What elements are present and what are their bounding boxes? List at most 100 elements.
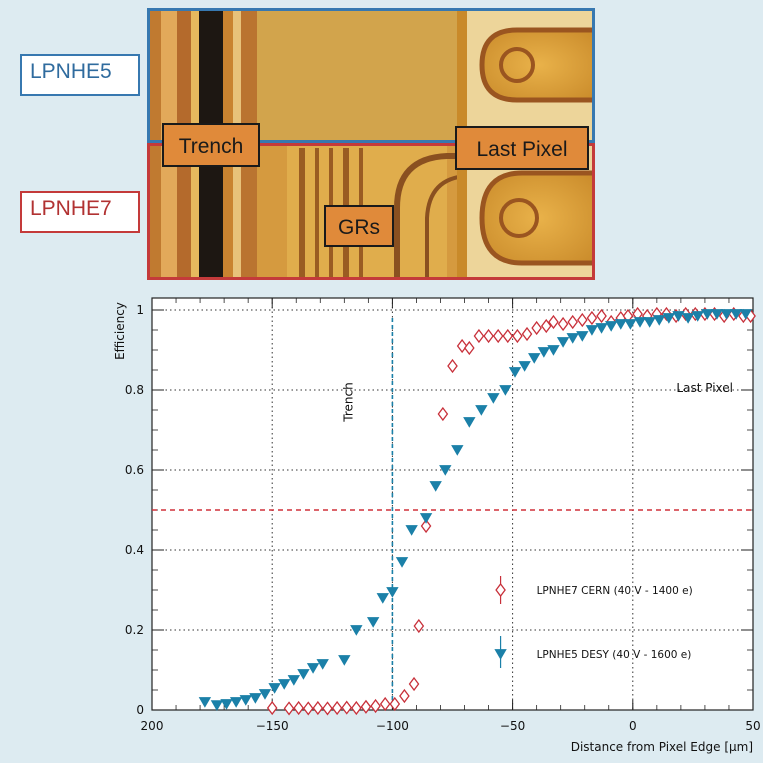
data-point-lpnhe7 — [557, 316, 569, 332]
data-point-lpnhe5 — [366, 617, 380, 628]
data-point-lpnhe5 — [210, 700, 224, 711]
legend-label-lpnhe7: LPNHE7 CERN (40 V - 1400 e) — [537, 585, 693, 597]
data-point-lpnhe7 — [283, 701, 295, 716]
data-point-lpnhe5 — [316, 659, 329, 670]
data-point-lpnhe5 — [258, 689, 272, 700]
data-point-lpnhe5 — [701, 309, 714, 320]
grs-tag-text: GRs — [338, 216, 380, 239]
data-point-lpnhe7 — [473, 328, 485, 344]
data-point-lpnhe5 — [338, 655, 351, 666]
y-tick-label: 0.6 — [125, 463, 144, 477]
x-axis-label: Distance from Pixel Edge [μm] — [571, 740, 753, 754]
trench-tag-text: Trench — [179, 135, 244, 158]
data-point-lpnhe5 — [376, 593, 389, 604]
data-point-lpnhe5 — [306, 663, 320, 674]
data-point-lpnhe5 — [556, 337, 570, 348]
data-point-lpnhe5 — [662, 313, 676, 324]
data-point-lpnhe5 — [729, 309, 743, 320]
data-point-lpnhe5 — [739, 309, 752, 320]
series-lpnhe5-desy — [198, 309, 752, 711]
data-point-lpnhe5 — [229, 697, 243, 708]
legend-marker-lpnhe7 — [495, 582, 506, 598]
data-point-lpnhe5 — [672, 311, 685, 322]
x-tick-label: 50 — [745, 719, 760, 733]
data-point-lpnhe7 — [492, 328, 504, 344]
legend-marker-lpnhe5 — [494, 649, 507, 660]
data-point-lpnhe5 — [405, 525, 418, 536]
data-point-lpnhe5 — [463, 417, 476, 428]
data-point-lpnhe5 — [595, 323, 608, 334]
data-point-lpnhe5 — [499, 385, 512, 396]
data-point-lpnhe7 — [360, 699, 372, 714]
data-point-lpnhe5 — [576, 331, 589, 342]
data-point-lpnhe7 — [399, 688, 410, 704]
y-tick-label: 0.8 — [125, 383, 144, 397]
data-point-lpnhe7 — [577, 312, 588, 328]
data-point-lpnhe5 — [198, 697, 212, 708]
data-point-lpnhe5 — [614, 319, 627, 330]
data-point-lpnhe5 — [268, 683, 281, 694]
lpnhe5-label: LPNHE5 — [20, 54, 140, 96]
x-tick-label: 0 — [629, 719, 637, 733]
data-point-lpnhe7 — [521, 326, 533, 342]
data-point-lpnhe7 — [437, 406, 449, 422]
data-point-lpnhe7 — [420, 518, 432, 534]
data-point-lpnhe7 — [540, 318, 552, 334]
data-point-lpnhe7 — [322, 701, 333, 716]
data-point-lpnhe5 — [518, 361, 531, 372]
data-point-lpnhe7 — [447, 358, 458, 374]
data-point-lpnhe7 — [389, 696, 401, 712]
data-point-lpnhe7 — [379, 696, 391, 712]
last-pixel-tag — [455, 126, 589, 170]
lpnhe7-label: LPNHE7 — [20, 191, 140, 233]
x-tick-label: −100 — [376, 719, 409, 733]
data-point-lpnhe7 — [293, 700, 304, 716]
data-point-lpnhe5 — [220, 699, 233, 710]
data-point-lpnhe7 — [302, 701, 314, 716]
data-point-lpnhe7 — [413, 618, 425, 634]
data-point-lpnhe5 — [528, 353, 541, 364]
data-point-lpnhe7 — [312, 700, 324, 716]
y-tick-label: 0.2 — [125, 623, 144, 637]
x-tick-label: −150 — [256, 719, 289, 733]
x-tick-label: 200 — [141, 719, 164, 733]
x-tick-label: −50 — [500, 719, 525, 733]
data-point-lpnhe7 — [586, 310, 598, 326]
data-point-lpnhe7 — [456, 338, 468, 354]
data-point-lpnhe5 — [604, 321, 618, 332]
data-point-lpnhe5 — [429, 481, 442, 492]
data-point-lpnhe7 — [502, 328, 514, 344]
sensor-micrograph: Trench Last Pixel GRs — [147, 8, 595, 280]
data-point-lpnhe7 — [512, 328, 523, 344]
data-point-lpnhe7 — [596, 308, 607, 324]
data-point-lpnhe5 — [566, 333, 579, 344]
trench-tag — [162, 123, 260, 167]
data-point-lpnhe7 — [483, 328, 494, 344]
data-point-lpnhe5 — [475, 405, 488, 416]
y-tick-label: 1 — [136, 303, 144, 317]
last-pixel-tag-text: Last Pixel — [476, 138, 567, 161]
data-point-lpnhe5 — [395, 557, 409, 568]
data-point-lpnhe5 — [239, 695, 252, 706]
data-point-lpnhe5 — [297, 669, 310, 680]
data-point-lpnhe5 — [487, 393, 500, 404]
data-point-lpnhe7 — [266, 700, 278, 716]
data-point-lpnhe5 — [633, 317, 647, 328]
data-point-lpnhe5 — [508, 367, 522, 378]
data-point-lpnhe7 — [531, 320, 542, 336]
data-point-lpnhe5 — [287, 675, 301, 686]
data-point-lpnhe5 — [439, 465, 452, 476]
y-tick-label: 0.4 — [125, 543, 144, 557]
data-point-lpnhe5 — [710, 309, 724, 320]
data-point-lpnhe5 — [624, 319, 637, 330]
data-point-lpnhe7 — [548, 314, 559, 330]
data-point-lpnhe5 — [350, 625, 363, 636]
last-pixel-annotation: Last Pixel — [676, 381, 733, 395]
data-point-lpnhe7 — [351, 700, 362, 716]
data-point-lpnhe5 — [643, 317, 656, 328]
data-point-lpnhe5 — [419, 513, 433, 524]
data-point-lpnhe5 — [691, 311, 704, 322]
data-point-lpnhe7 — [331, 700, 343, 716]
legend-label-lpnhe5: LPNHE5 DESY (40 V - 1600 e) — [537, 649, 692, 661]
